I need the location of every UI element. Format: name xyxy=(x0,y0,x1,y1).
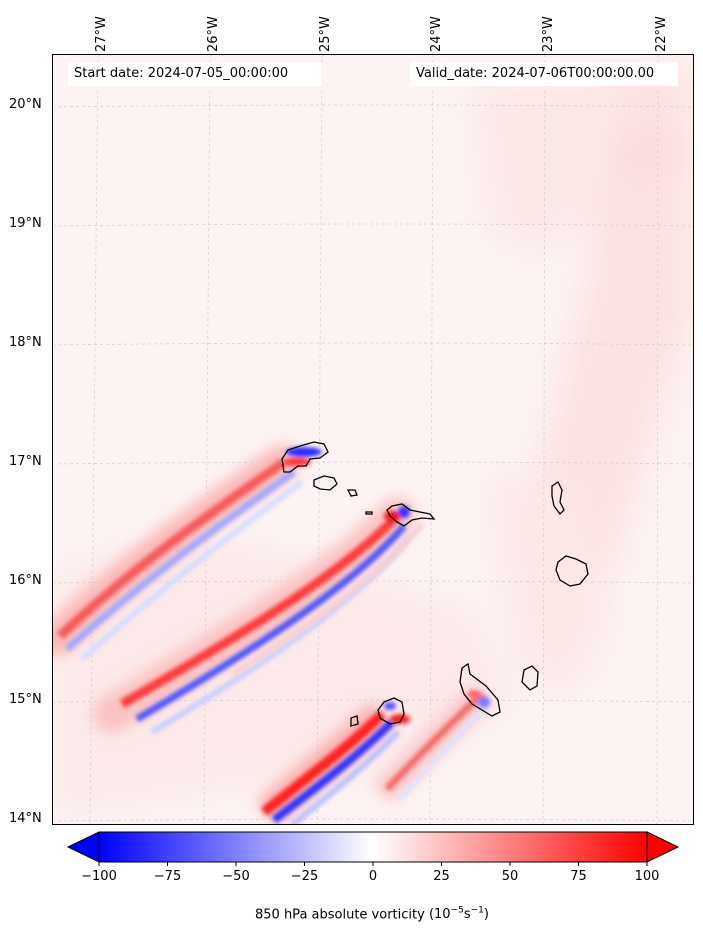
lat-label-14n: 14°N xyxy=(9,811,42,826)
lat-label-16n: 16°N xyxy=(9,573,42,588)
colorbar-tick-label: −100 xyxy=(81,869,117,884)
coastlines xyxy=(281,441,589,727)
vorticity-map[interactable] xyxy=(52,54,694,825)
colorbar-tick-label: 0 xyxy=(368,869,378,884)
lon-label-22w: 22°W xyxy=(654,16,669,52)
lon-label-24w: 24°W xyxy=(429,16,444,52)
colorbar-tick-label: −50 xyxy=(222,869,250,884)
lat-label-19n: 19°N xyxy=(9,216,42,231)
island-maio xyxy=(521,665,539,691)
wake-streak-fogo xyxy=(255,701,401,825)
island-fogo xyxy=(377,697,405,725)
map-frame xyxy=(52,54,694,825)
colorbar-tick-label: −75 xyxy=(153,869,182,884)
colorbar-extend-min xyxy=(66,831,100,863)
island-santiago xyxy=(459,662,501,717)
colorbar-tick-label: 50 xyxy=(501,869,519,884)
wake-streak-sao-nicolau xyxy=(93,497,425,735)
island-brava xyxy=(350,715,359,727)
lat-label-20n: 20°N xyxy=(9,97,42,112)
start-date-label: Start date: 2024-07-05_00:00:00 xyxy=(74,62,289,86)
colorbar-tick-label: 25 xyxy=(433,869,450,884)
colorbar-tick-label: 100 xyxy=(634,869,660,884)
island-santo-antao xyxy=(281,441,329,473)
island-santa-luzia xyxy=(346,489,358,497)
colorbar-title: 850 hPa absolute vorticity (10−5s−1) xyxy=(255,906,489,922)
lon-label-23w: 23°W xyxy=(541,16,556,52)
colorbar-tick-label: 75 xyxy=(570,869,587,884)
valid-date-label: Valid_date: 2024-07-06T00:00:00.00 xyxy=(416,62,655,86)
island-sao-nicolau xyxy=(365,511,373,515)
island-sal xyxy=(551,481,565,515)
lon-label-25w: 25°W xyxy=(318,16,333,52)
island-vorticity-patches xyxy=(283,447,490,724)
colorbar-title-text: 850 hPa absolute vorticity xyxy=(255,907,425,923)
colorbar-tick-label: −25 xyxy=(290,869,319,884)
lon-label-27w: 27°W xyxy=(94,16,109,52)
lat-label-17n: 17°N xyxy=(9,454,42,469)
colorbar-units: (10−5s−1) xyxy=(428,906,489,923)
lat-label-15n: 15°N xyxy=(9,692,42,707)
background-positive-vorticity xyxy=(52,64,694,814)
colorbar-ticks xyxy=(98,862,648,866)
island-sao-vicente xyxy=(313,475,338,491)
lon-label-26w: 26°W xyxy=(206,16,221,52)
lat-label-18n: 18°N xyxy=(9,335,42,350)
colorbar-extend-max xyxy=(646,831,680,863)
colorbar-gradient xyxy=(98,831,648,863)
colorbar xyxy=(66,831,680,866)
wake-streak-santo-antao xyxy=(52,445,304,662)
island-sao-nicolau-main xyxy=(386,503,436,527)
island-boa-vista xyxy=(555,555,589,587)
